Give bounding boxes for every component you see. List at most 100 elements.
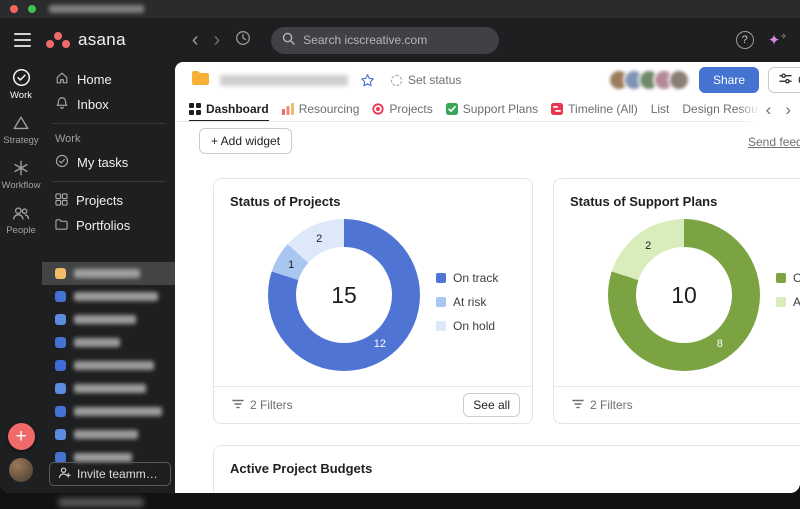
resourcing-icon [281,102,294,115]
tab-projects[interactable]: Projects [372,96,433,121]
sidebar-item-inbox[interactable]: Inbox [42,92,175,117]
tabs-scroll-controls: ‹ › [737,96,800,122]
customize-button[interactable]: Customize [768,67,800,93]
check-circle-icon [12,68,31,87]
asana-logo[interactable]: asana [46,30,126,50]
sidebar-project-item[interactable] [42,262,175,285]
set-status-button[interactable]: Set status [391,73,461,87]
ai-sparkle-icon[interactable]: ✦✧ [767,31,787,49]
sidebar-section-work[interactable]: Work [55,133,81,145]
sidebar-project-item[interactable] [42,423,175,446]
legend-item: On track [776,271,800,285]
legend-swatch [776,297,786,307]
help-icon[interactable]: ? [735,31,754,49]
card-footer: 2 Filters See all [214,386,532,423]
add-widget-button[interactable]: + Add widget [199,128,293,154]
project-name-redacted [74,453,132,462]
status-circle-icon [391,74,402,86]
sidebar-item-projects[interactable]: Projects [42,188,175,213]
sidebar-project-item[interactable] [42,308,175,331]
sidebar-item-home[interactable]: Home [42,67,175,92]
app-window: asana ‹ › Search icscreative.com ? ✦✧ [0,0,800,493]
chart-legend: On track At risk On hold [436,271,498,333]
window-title-redacted [49,5,144,13]
rail-item-workflow[interactable]: Workflow [0,153,42,198]
sidebar-project-item[interactable] [42,331,175,354]
sidebar-project-item[interactable] [42,400,175,423]
donut-hole: 15 [296,247,392,343]
target-icon [372,102,384,115]
filters-label: 2 Filters [250,398,293,412]
tab-list[interactable]: List [650,96,670,121]
legend-label: At risk [793,295,800,309]
legend-swatch [436,321,446,331]
check-green-icon [445,102,458,115]
sidebar-project-item[interactable] [42,446,175,469]
invite-label: Invite teammates [77,467,162,481]
tabs-scroll-left-icon[interactable]: ‹ [765,99,772,119]
rail-item-strategy[interactable]: Strategy [0,108,42,153]
project-color-swatch [55,291,66,302]
rail-item-label: Workflow [1,180,41,191]
grid-icon [55,192,68,209]
create-plus-button[interactable]: + [7,423,35,450]
rail-item-work[interactable]: Work [0,62,42,108]
sidebar-item-my-tasks[interactable]: My tasks [42,150,175,175]
card-footer: 2 Filters See all [554,386,800,423]
member-avatar[interactable] [668,69,690,91]
tab-label: List [650,101,670,116]
donut-chart: 10 8 2 [608,219,760,371]
sidebar-project-item[interactable] [42,377,175,400]
donut-total: 15 [331,281,357,308]
tab-dashboard[interactable]: Dashboard [189,96,269,121]
sidebar-item-label: My tasks [77,155,129,170]
invite-teammates-button[interactable]: Invite teammates [49,462,171,486]
workflow-icon [12,159,30,177]
legend-swatch [436,297,446,307]
back-icon[interactable]: ‹ [191,29,199,51]
project-name-redacted [74,361,154,370]
legend-label: On hold [453,319,496,333]
donut-chart: 15 12 1 2 [268,219,420,371]
filters-button[interactable]: 2 Filters [226,397,299,413]
project-name-redacted [74,430,138,439]
project-name-redacted [74,338,120,347]
rail-item-label: Work [10,90,32,101]
project-color-swatch [55,383,66,394]
project-name-redacted [74,269,140,278]
triangle-icon [12,114,30,132]
favorite-star-icon[interactable] [360,73,375,88]
sidebar-project-list [42,262,175,469]
legend-label: On track [793,271,800,285]
app-topbar: asana ‹ › Search icscreative.com ? ✦✧ [0,18,800,62]
tabs-bar: Dashboard Resourcing Projects Support Plans… [175,96,800,122]
tab-label: Support Plans [462,101,539,116]
forward-icon[interactable]: › [213,29,221,51]
sidebar-project-item[interactable] [42,354,175,377]
send-feedback-link[interactable]: Send feedback [748,135,800,149]
rail-item-people[interactable]: People [0,198,42,243]
tab-support-plans[interactable]: Support Plans [445,96,539,121]
sidebar-divider [52,123,165,124]
check-circle-icon [55,154,69,171]
see-all-button[interactable]: See all [463,393,520,417]
user-avatar[interactable] [9,458,33,482]
sidebar-project-item[interactable] [42,285,175,308]
share-button[interactable]: Share [699,67,760,93]
legend-item: On track [436,271,498,285]
project-color-swatch [55,314,66,325]
tab-timeline-all-[interactable]: Timeline (All) [551,96,638,121]
tabs-scroll-right-icon[interactable]: › [785,99,791,119]
search-input[interactable]: Search icscreative.com [271,26,500,54]
hamburger-menu-icon[interactable] [14,33,31,47]
sidebar-item-portfolios[interactable]: Portfolios [42,213,175,238]
active-project-budgets-card: Active Project Budgets [213,445,800,493]
project-color-swatch [55,406,66,417]
tab-resourcing[interactable]: Resourcing [281,96,359,121]
zoom-window-button[interactable] [28,5,36,13]
project-color-swatch [55,268,66,279]
close-window-button[interactable] [10,5,18,13]
history-clock-icon[interactable] [235,30,251,51]
filters-button[interactable]: 2 Filters [566,397,639,413]
